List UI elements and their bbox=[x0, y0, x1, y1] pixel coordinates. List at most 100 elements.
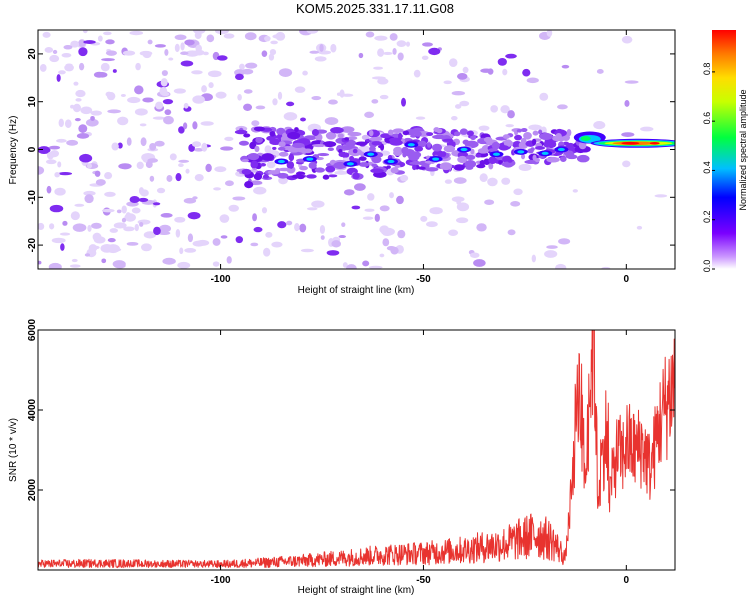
spectrogram-signal-blob bbox=[578, 141, 587, 150]
spectrogram-noise-blob bbox=[109, 228, 119, 233]
spectrogram-noise-blob bbox=[286, 220, 293, 226]
spectrogram-noise-blob bbox=[400, 174, 409, 182]
spectrogram-noise-blob bbox=[558, 238, 571, 245]
spectrogram-noise-blob bbox=[191, 141, 202, 148]
spectrogram-signal-blob bbox=[238, 140, 250, 146]
spectrogram-noise-blob bbox=[462, 66, 469, 74]
spectrogram-noise-blob bbox=[396, 195, 404, 205]
spectrogram-signal-blob bbox=[488, 156, 497, 165]
spectrogram-noise-blob bbox=[365, 31, 375, 38]
spectrogram-noise-blob bbox=[159, 224, 172, 233]
spectrogram-signal-blob bbox=[337, 133, 344, 139]
spectrogram-noise-blob bbox=[377, 48, 385, 57]
spectrogram-noise-blob bbox=[161, 70, 168, 76]
spectrogram-signal-blob bbox=[479, 159, 486, 166]
spectrogram-signal-blob bbox=[272, 146, 277, 150]
spectrogram-noise-blob bbox=[97, 35, 103, 42]
spectrogram-noise-blob bbox=[343, 189, 355, 196]
spectrogram-noise-blob bbox=[264, 145, 272, 154]
spectrogram-y-tick-label: 0 bbox=[27, 146, 38, 152]
spectrogram-signal-blob bbox=[532, 154, 537, 161]
spectrogram-noise-blob bbox=[70, 211, 80, 221]
spectrogram-noise-blob bbox=[397, 52, 404, 61]
spectrogram-signal-blob bbox=[556, 128, 563, 133]
spectrogram-signal-blob bbox=[531, 138, 537, 146]
spectrogram-signal-blob bbox=[249, 141, 257, 150]
spectrogram-noise-blob bbox=[268, 53, 275, 61]
spectrogram-noise-blob bbox=[69, 264, 81, 268]
spectrogram-noise-blob bbox=[54, 187, 66, 196]
spectrogram-signal-blob bbox=[352, 172, 360, 180]
spectrogram-signal-blob bbox=[254, 145, 260, 153]
spectrogram-noise-blob bbox=[451, 91, 466, 96]
spectrogram-noise-blob bbox=[386, 246, 396, 251]
spectrogram-noise-blob bbox=[362, 216, 374, 220]
spectrogram-noise-blob bbox=[457, 73, 468, 80]
spectrogram-noise-blob bbox=[453, 177, 467, 184]
spectrogram-signal-blob bbox=[247, 152, 260, 161]
spectrogram-signal-blob bbox=[369, 129, 374, 137]
spectrogram-signal-blob bbox=[371, 141, 383, 146]
spectrogram-noise-blob bbox=[61, 52, 72, 58]
spectrogram-noise-blob bbox=[169, 153, 177, 161]
spectrogram-signal-blob bbox=[417, 166, 426, 170]
spectrogram-noise-blob bbox=[38, 260, 42, 265]
spectrogram-signal-blob bbox=[352, 148, 358, 154]
spectrogram-signal-blob bbox=[539, 132, 553, 141]
spectrogram-noise-blob bbox=[505, 124, 514, 128]
spectrogram-noise-blob bbox=[38, 166, 45, 175]
spectrogram-noise-blob bbox=[252, 213, 258, 222]
spectrogram-noise-blob bbox=[57, 161, 62, 168]
spectrogram-noise-blob bbox=[470, 252, 480, 258]
spectrogram-noise-blob bbox=[454, 104, 462, 109]
spectrogram-noise-blob bbox=[299, 223, 307, 233]
spectrogram-noise-blob bbox=[201, 85, 207, 93]
spectrogram-noise-blob bbox=[142, 97, 154, 103]
spectrogram-noise-blob bbox=[93, 71, 105, 78]
spectrogram-noise-blob bbox=[126, 137, 132, 146]
spectrogram-signal-blob bbox=[260, 163, 267, 167]
spectrogram-noise-blob bbox=[179, 247, 184, 255]
spectrogram-noise-blob bbox=[490, 105, 498, 113]
spectrogram-signal-blob bbox=[524, 159, 538, 165]
spectrogram-signal-blob bbox=[546, 156, 560, 163]
spectrogram-noise-blob bbox=[191, 70, 203, 75]
spectrogram-noise-blob bbox=[117, 142, 123, 149]
spectrogram-noise-blob bbox=[38, 146, 51, 154]
spectrogram-noise-blob bbox=[224, 136, 234, 142]
spectrogram-noise-blob bbox=[178, 163, 184, 168]
spectrogram-noise-blob bbox=[46, 185, 52, 194]
spectrogram-signal-blob bbox=[358, 162, 370, 167]
spectrogram-noise-blob bbox=[173, 88, 186, 94]
spectrogram-noise-blob bbox=[243, 89, 253, 94]
spectrogram-noise-blob bbox=[45, 159, 57, 165]
spectrogram-noise-blob bbox=[136, 161, 144, 170]
spectrogram-noise-blob bbox=[166, 174, 173, 182]
spectrogram-noise-blob bbox=[243, 103, 253, 111]
colorbar-tick-label: 0.6 bbox=[702, 112, 712, 125]
spectrogram-noise-blob bbox=[116, 209, 122, 214]
spectrogram-noise-blob bbox=[331, 240, 341, 248]
spectrogram-noise-blob bbox=[121, 217, 127, 223]
spectrogram-signal-blob bbox=[475, 153, 482, 158]
spectrogram-noise-blob bbox=[134, 85, 144, 95]
spectrogram-x-axis-label: Height of straight line (km) bbox=[298, 285, 415, 296]
spectrogram-noise-blob bbox=[49, 204, 64, 213]
spectrogram-signal-blob bbox=[431, 143, 443, 152]
spectrogram-noise-blob bbox=[154, 140, 165, 147]
spectrogram-signal-blob bbox=[371, 163, 378, 167]
spectrogram-noise-blob bbox=[421, 55, 429, 60]
spectrogram-noise-blob bbox=[382, 51, 393, 55]
spectrogram-noise-blob bbox=[561, 64, 570, 69]
spectrogram-noise-blob bbox=[389, 192, 394, 199]
spectrogram-x-tick-label: -50 bbox=[416, 274, 431, 285]
spectrogram-noise-blob bbox=[64, 64, 74, 72]
spectrogram-signal-blob bbox=[325, 165, 336, 173]
spectrogram-noise-blob bbox=[66, 139, 79, 146]
spectrogram-noise-blob bbox=[87, 224, 92, 232]
spectrogram-noise-blob bbox=[112, 69, 117, 73]
spectrogram-noise-blob bbox=[487, 177, 498, 187]
spectrogram-noise-blob bbox=[277, 91, 283, 100]
spectrogram-signal-blob bbox=[465, 154, 476, 160]
spectrogram-noise-blob bbox=[44, 47, 54, 53]
